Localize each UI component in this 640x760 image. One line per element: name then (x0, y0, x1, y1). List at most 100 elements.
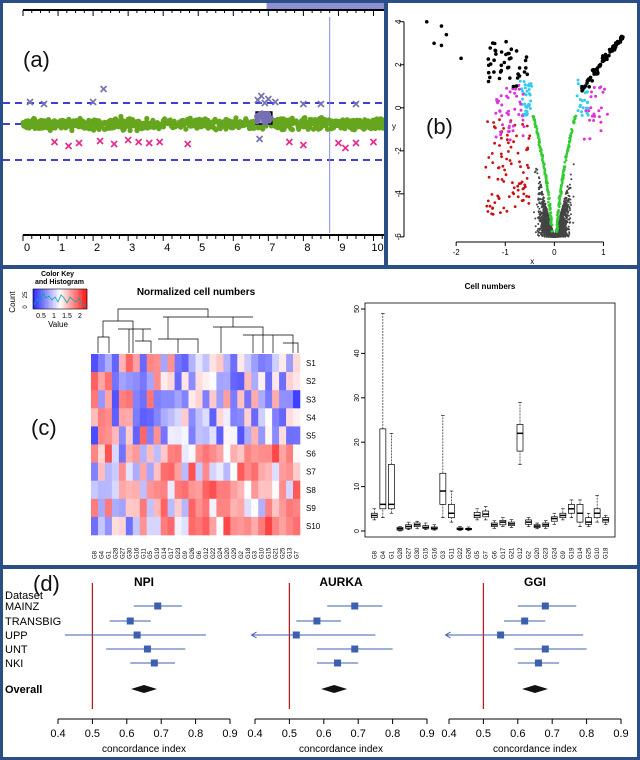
green-point (556, 227, 559, 230)
heatmap-cell (293, 426, 301, 445)
heatmap-cell (279, 354, 287, 373)
outlier-low (75, 139, 83, 147)
heatmap-cell (91, 444, 99, 463)
heatmap-cell (91, 516, 99, 536)
heatmap-cell (258, 372, 266, 391)
magenta-point (511, 124, 515, 128)
red-point (491, 161, 495, 165)
bulk-point (160, 124, 167, 130)
forest-x-tick-label: 0.5 (282, 728, 297, 740)
estimate-square (313, 617, 321, 625)
green-point (554, 228, 558, 232)
heatmap-cell (237, 498, 245, 518)
heatmap-cell (167, 480, 175, 500)
red-point (523, 183, 527, 187)
bulk-point (200, 122, 206, 128)
heatmap-cell (104, 480, 113, 500)
heatmap-cell (98, 408, 106, 427)
magenta-point (500, 114, 504, 118)
heatmap-cell (230, 408, 238, 427)
green-point (564, 159, 568, 162)
heatmap-cell (286, 372, 294, 391)
background-point (569, 217, 572, 220)
overall-diamond (522, 685, 548, 693)
bulk-point (375, 124, 381, 130)
heatmap-column-label: G13 (288, 547, 294, 559)
heatmap-row-label: S6 (306, 450, 316, 459)
outlier-high (352, 100, 360, 108)
heatmap-cell (293, 390, 301, 409)
background-point (565, 219, 568, 222)
outlier-low (184, 140, 192, 148)
bulk-point (86, 117, 92, 123)
heatmap-row-label: S4 (306, 413, 316, 422)
dataset-row-label: MAINZ (5, 601, 40, 613)
red-point (527, 137, 531, 140)
green-point (569, 137, 572, 141)
heatmap-cell (216, 480, 224, 500)
boxplot-box (370, 508, 378, 521)
background-point (542, 223, 545, 226)
heatmap-cell (216, 408, 224, 427)
background-point (541, 217, 544, 220)
color-key-swatch (57, 289, 59, 309)
bulk-point (106, 125, 112, 131)
heatmap-cell (181, 498, 189, 518)
heatmap-cell (237, 372, 245, 391)
green-point (547, 200, 550, 204)
heatmap-cell (125, 408, 134, 427)
heatmap-cell (146, 390, 154, 409)
forest-x-tick-label: 0.6 (119, 728, 134, 740)
red-point (488, 204, 492, 208)
heatmap-cell (104, 462, 113, 481)
heatmap-cell (216, 372, 224, 391)
red-point (496, 194, 500, 198)
bulk-point (179, 118, 185, 124)
background-point (564, 231, 567, 234)
cyan-point (585, 111, 589, 115)
boxplot-category-label: G22 (458, 547, 464, 559)
red-point (507, 150, 510, 153)
outlier-high-stroke (264, 95, 272, 103)
boxplot-category-label: G10 (595, 547, 601, 559)
heatmap-cell (111, 444, 120, 463)
estimate-square (150, 659, 158, 667)
x-tick-label: 0 (552, 248, 557, 257)
red-point (493, 141, 496, 145)
magenta-point (518, 100, 522, 104)
bulk-point (206, 122, 212, 128)
outlier-low (135, 138, 143, 146)
heatmap-cell (209, 444, 217, 463)
background-point (541, 211, 544, 214)
heatmap-cell (160, 462, 168, 481)
bulk-point (361, 123, 368, 129)
outlier-high (256, 135, 264, 143)
heatmap-cell (160, 516, 168, 536)
heatmap-cell (188, 354, 196, 373)
forest-x-tick-label: 0.8 (385, 728, 400, 740)
black-point (508, 76, 512, 80)
heatmap-cell (132, 408, 141, 427)
red-point (487, 156, 491, 159)
outlier-low-stroke (156, 138, 164, 146)
background-point (543, 235, 546, 238)
green-point (558, 196, 561, 200)
green-point (560, 179, 564, 183)
heatmap-cell (91, 480, 99, 500)
bulk-point (81, 125, 88, 131)
red-point (501, 164, 505, 168)
color-key-swatch (46, 289, 48, 309)
cyan-point (523, 102, 527, 106)
red-point (516, 151, 520, 155)
red-point (499, 152, 503, 156)
red-point (527, 195, 531, 199)
red-point (497, 166, 500, 170)
boxplot-category-label: G25 (587, 547, 593, 559)
y-tick-label: -6 (394, 233, 403, 241)
heatmap-cell (188, 426, 196, 445)
background-point (540, 220, 543, 223)
heatmap-cell (237, 480, 245, 500)
panel-d-label: (d) (33, 571, 60, 596)
heatmap-cell (230, 480, 238, 500)
